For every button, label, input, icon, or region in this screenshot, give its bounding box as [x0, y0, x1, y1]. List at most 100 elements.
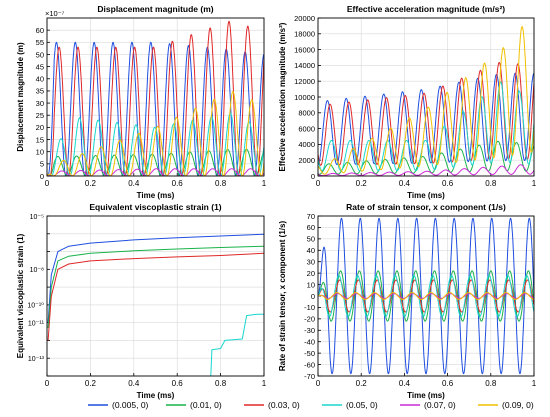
y-axis-label: Rate of strain tensor, x component (1/s): [278, 221, 287, 372]
y-tick-label: -40: [304, 338, 315, 347]
x-axis-label: Time (ms): [407, 391, 445, 400]
x-tick-label: 0.6: [442, 379, 454, 388]
x-tick-label: 0.8: [485, 379, 497, 388]
y-tick-label: 8000: [298, 109, 315, 118]
series-line-0-005-0: [47, 41, 264, 176]
series-line-0-09-0: [47, 91, 264, 176]
x-tick-label: 0.4: [128, 379, 140, 388]
y-tick-label: 0: [40, 172, 44, 181]
y-tick-label: 55: [36, 38, 44, 47]
legend-item: (0.09, 0): [478, 400, 534, 410]
y-tick-label: 10⁻⁵: [30, 214, 44, 221]
y-tick-label: 40: [36, 75, 44, 84]
series-line-0-03-0: [47, 252, 264, 341]
y-tick-label: 20: [307, 269, 315, 278]
series-line-0-01-0: [318, 270, 534, 322]
y-tick-label: 12000: [294, 77, 315, 86]
chart-title: Effective acceleration magnitude (m/s²): [347, 4, 505, 14]
x-tick-label: 0.6: [172, 379, 184, 388]
chart-title: Displacement magnitude (m): [97, 4, 213, 14]
legend-item: (0.07, 0): [400, 400, 456, 410]
chart-panel-4: Rate of strain tensor, x component (1/s)…: [278, 202, 537, 400]
series-line-0-09-0: [318, 26, 534, 175]
x-tick-label: 0.6: [442, 179, 454, 188]
legend-label: (0.01, 0): [190, 400, 222, 410]
y-tick-label: 50: [307, 235, 315, 244]
series-group: [47, 233, 264, 376]
series-line-0-09-0: [318, 292, 534, 300]
x-tick-label: 0.2: [85, 179, 97, 188]
y-axis-label: Effective acceleration magnitude (m/s²): [278, 22, 287, 171]
axes-frame: [46, 215, 265, 377]
chart-title: Equivalent viscoplastic strain (1): [89, 202, 221, 212]
chart-panel-2: Effective acceleration magnitude (m/s²) T…: [278, 4, 537, 200]
y-tick-label: -60: [304, 360, 315, 369]
y-tick-label: 60: [36, 26, 44, 35]
legend-item: (0.05, 0): [322, 400, 378, 410]
axes-frame: [317, 215, 535, 377]
plot-area: [47, 216, 264, 376]
series-line-0-005-0: [318, 217, 534, 375]
x-tick-label: 0.2: [85, 379, 97, 388]
series-group: [47, 20, 264, 176]
x-axis-label: Time (ms): [137, 391, 175, 400]
y-tick-label: 2000: [298, 156, 315, 165]
x-tick-label: 0: [316, 379, 321, 388]
y-exponent-label: ×10⁻⁷: [45, 9, 65, 18]
x-tick-label: 0: [45, 179, 50, 188]
y-tick-label: -10: [304, 303, 315, 312]
y-tick-label: 10⁻¹⁰: [27, 302, 44, 310]
x-tick-label: 0.8: [485, 179, 497, 188]
legend: (0.005, 0) (0.01, 0) (0.03, 0) (0.05, 0) (0.…: [88, 400, 534, 410]
y-tick-label: 10: [36, 147, 44, 156]
y-tick-label: 14000: [294, 61, 315, 70]
legend-item: (0.005, 0): [88, 400, 149, 410]
y-tick-label: 30: [307, 258, 315, 267]
series-line-0-005-0: [318, 72, 534, 166]
chart-panel-1: Displacement magnitude (m) Time (ms) Displ…: [16, 4, 267, 200]
series-line-0-03-0: [47, 20, 264, 176]
y-tick-label: 20: [36, 123, 44, 132]
x-axis-label: Time (ms): [407, 191, 445, 200]
legend-label: (0.07, 0): [424, 400, 456, 410]
x-tick-label: 0.4: [399, 379, 411, 388]
y-tick-label: 16000: [294, 45, 315, 54]
y-tick-label: 35: [36, 87, 44, 96]
y-tick-label: -30: [304, 326, 315, 335]
y-tick-label: 40: [307, 246, 315, 255]
x-tick-label: 1: [532, 379, 537, 388]
x-tick-label: 0: [316, 179, 321, 188]
y-tick-label: 6000: [298, 124, 315, 133]
y-tick-label: 30: [36, 99, 44, 108]
x-tick-label: 0.6: [172, 179, 184, 188]
x-tick-label: 1: [262, 379, 267, 388]
y-tick-label: 10⁻¹¹: [28, 320, 45, 327]
axes-frame: [46, 17, 265, 177]
x-tick-label: 0.4: [128, 179, 140, 188]
y-axis-label: Equivalent viscoplastic strain (1): [16, 233, 25, 358]
axes-frame: [317, 17, 535, 177]
series-group: [318, 217, 534, 375]
series-line-0-05-0: [47, 112, 264, 176]
y-tick-label: -70: [304, 372, 315, 381]
series-line-0-01-0: [318, 140, 534, 175]
y-tick-label: -50: [304, 349, 315, 358]
series-line-0-03-0: [318, 62, 534, 166]
y-tick-label: 4000: [298, 140, 315, 149]
legend-label: (0.09, 0): [502, 400, 534, 410]
legend-item: (0.01, 0): [166, 400, 222, 410]
y-tick-label: 10⁻⁸: [30, 267, 44, 274]
y-tick-label: 10⁻¹³: [28, 356, 45, 363]
y-tick-label: 18000: [294, 30, 315, 39]
legend-label: (0.05, 0): [346, 400, 378, 410]
y-tick-label: 60: [307, 223, 315, 232]
legend-label: (0.005, 0): [112, 400, 149, 410]
series-line-0-07-0: [47, 168, 264, 176]
x-tick-label: 0.2: [356, 379, 368, 388]
x-tick-label: 0.8: [215, 379, 227, 388]
y-tick-label: 25: [36, 111, 44, 120]
series-line-0-05-0: [210, 313, 264, 376]
x-tick-label: 1: [532, 179, 537, 188]
y-tick-label: 45: [36, 62, 44, 71]
